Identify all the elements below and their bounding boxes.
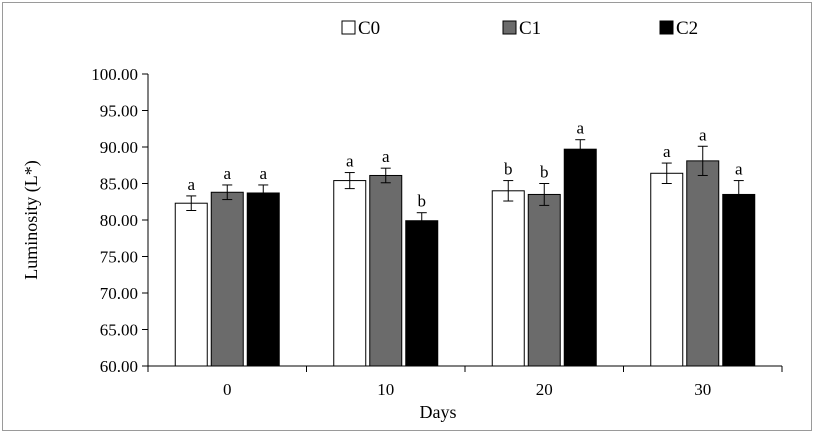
legend: C0 C1 C2 (341, 18, 698, 39)
significance-letter: a (576, 119, 584, 138)
y-tick-label: 65.00 (100, 321, 138, 340)
x-tick-label: 30 (694, 380, 711, 399)
significance-letter: a (382, 147, 390, 166)
bar-c2 (246, 192, 280, 367)
bar-c0 (491, 190, 525, 367)
bar-c1 (686, 160, 720, 367)
bar-c2 (405, 220, 439, 367)
significance-letter: a (259, 164, 267, 183)
bar-c0 (650, 172, 684, 367)
bar-c2 (722, 193, 756, 367)
significance-letter: a (663, 142, 671, 161)
legend-swatch-c2 (659, 20, 674, 35)
legend-swatch-c1 (502, 20, 517, 35)
significance-letter: a (735, 160, 743, 179)
legend-label-c2: C2 (676, 18, 698, 39)
y-tick-label: 95.00 (100, 102, 138, 121)
bar-c1 (527, 193, 561, 367)
x-tick-label: 0 (223, 380, 232, 399)
y-tick-label: 100.00 (91, 65, 138, 84)
legend-label-c0: C0 (358, 18, 380, 39)
significance-letter: a (699, 125, 707, 144)
x-tick-label: 20 (536, 380, 553, 399)
y-tick-label: 75.00 (100, 248, 138, 267)
legend-swatch-c0 (341, 20, 356, 35)
legend-label-c1: C1 (519, 18, 541, 39)
bar-c1 (210, 191, 244, 367)
significance-letter: a (223, 164, 231, 183)
significance-letter: a (346, 152, 354, 171)
y-tick-label: 90.00 (100, 138, 138, 157)
y-tick-label: 85.00 (100, 175, 138, 194)
y-tick-label: 80.00 (100, 211, 138, 230)
y-axis-title: Luminosity (L*) (21, 160, 42, 280)
bar-c1 (369, 174, 403, 367)
y-axis: 60.00 65.00 70.00 75.00 80.00 85.00 90.00 95.00… (91, 65, 149, 376)
x-tick-label: 10 (377, 380, 394, 399)
significance-letter: b (540, 163, 549, 182)
bars: a a b a a a b a a b a a (174, 119, 756, 367)
bar-c0 (174, 202, 208, 367)
y-tick-label: 70.00 (100, 284, 138, 303)
significance-letter: a (187, 175, 195, 194)
significance-letter: b (504, 160, 513, 179)
x-axis-title: Days (420, 402, 457, 422)
y-tick-label: 60.00 (100, 357, 138, 376)
bar-c0 (333, 180, 367, 367)
significance-letter: b (418, 192, 427, 211)
bar-c2 (563, 148, 597, 367)
x-axis: 0 10 20 30 (147, 365, 783, 399)
